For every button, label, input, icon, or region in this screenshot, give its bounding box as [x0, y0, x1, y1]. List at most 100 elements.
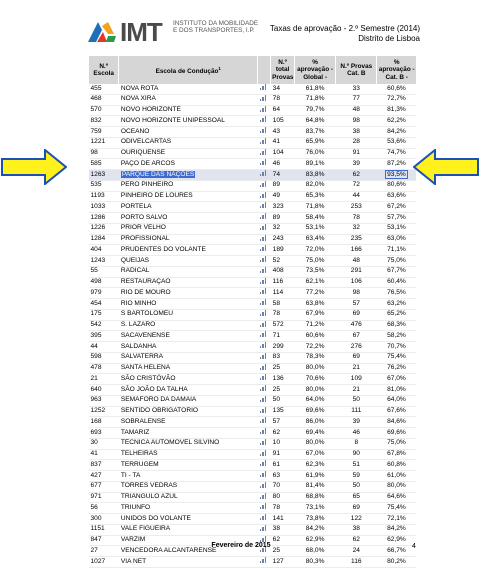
row-num-text: 1221	[90, 138, 106, 146]
row-pcb-text: 64,6%	[387, 493, 406, 501]
row-pcb-text: 69,6%	[387, 428, 406, 436]
row-pcb: 80,0%	[376, 481, 416, 493]
row-name-text: PORTO SALVO	[120, 213, 168, 221]
row-num: 963	[88, 395, 119, 407]
row-bar-icon	[257, 191, 271, 203]
arrow-right-icon	[1, 149, 67, 185]
row-pcb-text: 65,2%	[387, 310, 406, 318]
row-name-text: RADICAL	[120, 267, 150, 275]
row-apr-text: 67,9%	[305, 310, 325, 318]
row-bar-icon	[257, 180, 271, 192]
row-pcb: 69,6%	[376, 427, 416, 439]
row-name-text: SEMÁFORO DA DAMAIA	[120, 396, 197, 404]
row-apr-text: 71,2%	[305, 321, 325, 329]
row-apr-text: 71,8%	[305, 95, 325, 103]
row-name: SÃO JOÃO DA TALHA	[118, 384, 258, 396]
row-name-text: TERRUGEM	[120, 460, 159, 468]
row-apr: 61,8%	[294, 84, 336, 95]
row-total: 189	[270, 244, 295, 257]
row-catb-text: 48	[352, 256, 360, 264]
row-num-text: 1151	[90, 525, 105, 533]
table-row: 1284 PROFISSIONAL 243 63,4% 235 63,0%	[88, 234, 416, 246]
row-apr-text: 61,8%	[305, 84, 325, 92]
row-pcb: 72,1%	[376, 513, 416, 525]
row-num-text: 979	[90, 288, 102, 296]
row-apr: 69,6%	[294, 406, 336, 418]
row-total-text: 62	[272, 428, 280, 436]
row-name: PINHEIRO DE LOURES	[118, 191, 258, 203]
bar-chart-icon	[259, 503, 267, 510]
bar-chart-icon	[259, 299, 267, 306]
row-pcb: 67,0%	[376, 373, 416, 386]
bar-chart-icon	[259, 438, 267, 445]
row-apr-text: 62,3%	[305, 460, 325, 468]
row-total: 25	[270, 384, 295, 396]
row-name: SEMÁFORO DA DAMAIA	[118, 395, 258, 407]
row-name-text: TÉCNICA AUTOMÓVEL SILVINO	[120, 439, 220, 447]
row-pcb-text: 67,2%	[387, 202, 406, 210]
row-catb: 67	[335, 330, 377, 343]
bar-chart-icon	[259, 460, 267, 467]
row-num: 1027	[88, 556, 119, 568]
row-num-text: 1027	[90, 557, 106, 565]
row-pcb: 67,8%	[376, 449, 416, 461]
row-catb-text: 235	[350, 235, 362, 243]
row-apr: 75,0%	[294, 255, 336, 267]
row-num: 21	[88, 373, 119, 386]
row-num: 570	[88, 105, 119, 117]
row-pcb-text: 64,0%	[387, 396, 406, 404]
row-total-text: 64	[272, 106, 280, 114]
row-total: 104	[270, 148, 295, 160]
row-apr: 80,0%	[294, 363, 336, 375]
row-bar-icon	[257, 363, 271, 375]
row-total-text: 243	[272, 235, 284, 243]
row-apr: 71,8%	[294, 201, 336, 214]
row-name: NOVO HORIZONTE	[118, 105, 258, 117]
table-row: 1263 PARQUE DAS NAÇÕES 74 83,8% 62 93,5%	[88, 169, 416, 181]
row-total: 78	[270, 502, 295, 515]
row-apr-text: 77,2%	[305, 288, 325, 296]
bar-chart-icon	[259, 245, 267, 252]
title-line-1: Taxas de aprovação - 2.º Semestre (2014)	[269, 24, 420, 33]
table-row: 542 S. LÁZARO 572 71,2% 476 68,3%	[88, 320, 416, 332]
row-catb: 69	[335, 352, 377, 364]
row-total: 71	[270, 330, 295, 343]
row-pcb: 74,7%	[376, 148, 416, 160]
row-catb-text: 77	[352, 95, 360, 103]
row-name-text: TI - TA	[120, 471, 141, 479]
row-num: 55	[88, 266, 119, 278]
row-num: 1033	[88, 201, 119, 214]
row-num: 404	[88, 244, 119, 257]
row-catb-text: 38	[352, 127, 360, 135]
row-pcb-text: 76,2%	[387, 364, 406, 372]
col-header-pcb: % aprovação - Cat. B -	[376, 56, 416, 85]
row-name: OCEANO	[118, 126, 258, 138]
row-total: 52	[270, 255, 295, 267]
row-num: 168	[88, 416, 119, 429]
row-apr: 80,0%	[294, 438, 336, 450]
row-name-text: RIO MINHO	[120, 299, 157, 307]
row-total: 49	[270, 191, 295, 203]
row-apr: 84,2%	[294, 524, 336, 536]
row-catb: 98	[335, 115, 377, 128]
row-total-text: 89	[272, 213, 280, 221]
row-total-text: 141	[272, 514, 284, 522]
row-name-text: VARZIM	[120, 536, 146, 544]
row-pcb: 93,5%	[376, 169, 416, 181]
row-name-text: TELHEIRAS	[120, 450, 158, 458]
row-total: 25	[270, 363, 295, 375]
row-num: 498	[88, 277, 119, 289]
row-num-text: 478	[90, 364, 102, 372]
row-pcb-text: 71,1%	[387, 245, 406, 253]
row-pcb-text: 67,0%	[387, 374, 406, 382]
row-name: TÉCNICA AUTOMÓVEL SILVINO	[118, 438, 258, 450]
row-total-text: 78	[272, 310, 280, 318]
row-apr: 65,3%	[294, 191, 336, 203]
row-name-text: PROFISSIONAL	[120, 235, 170, 243]
row-name: SANTA HELENA	[118, 363, 258, 375]
row-apr: 73,1%	[294, 502, 336, 515]
row-total: 114	[270, 287, 295, 300]
row-apr-text: 84,2%	[305, 525, 325, 533]
row-apr-text: 80,3%	[305, 557, 325, 565]
row-catb: 62	[335, 169, 377, 181]
